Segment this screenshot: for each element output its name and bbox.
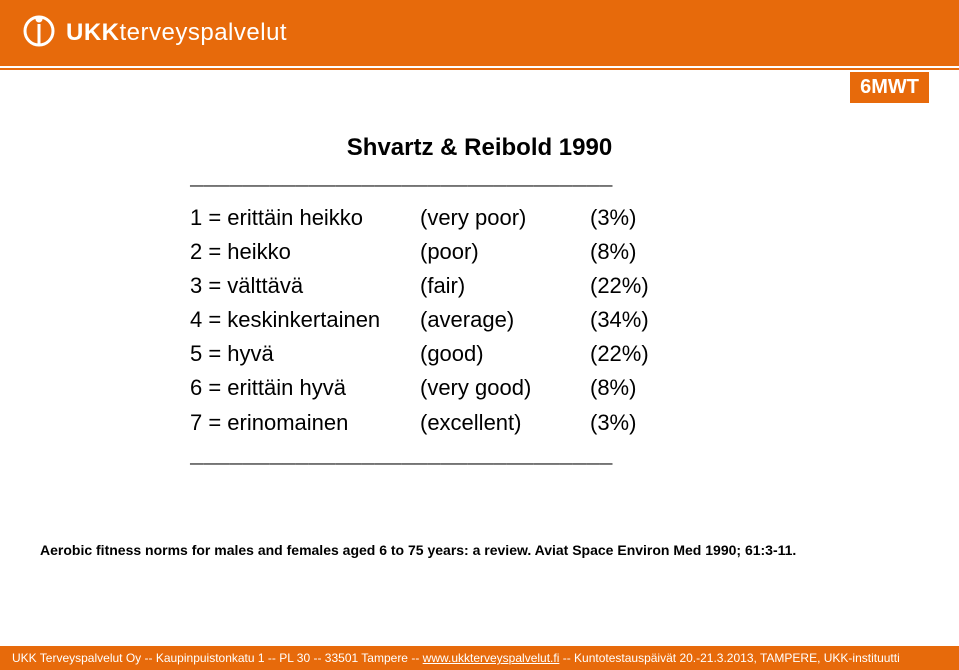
cell-label: 4 = keskinkertainen — [190, 303, 420, 337]
footer-bar: UKK Terveyspalvelut Oy -- Kaupinpuistonk… — [0, 646, 959, 670]
separator-top: ________________________________ — [190, 166, 959, 191]
cell-percent: (3%) — [590, 406, 690, 440]
citation-text: Aerobic fitness norms for males and fema… — [40, 542, 919, 558]
cell-english: (very poor) — [420, 201, 590, 235]
cell-label: 2 = heikko — [190, 235, 420, 269]
cell-percent: (3%) — [590, 201, 690, 235]
rating-table: 1 = erittäin heikko (very poor) (3%) 2 =… — [190, 201, 959, 440]
footer-text-2: -- Kuntotestauspäivät 20.-21.3.2013, TAM… — [559, 651, 899, 665]
table-row: 3 = välttävä (fair) (22%) — [190, 269, 959, 303]
table-row: 4 = keskinkertainen (average) (34%) — [190, 303, 959, 337]
cell-english: (poor) — [420, 235, 590, 269]
table-row: 7 = erinomainen (excellent) (3%) — [190, 406, 959, 440]
cell-percent: (22%) — [590, 269, 690, 303]
cell-percent: (8%) — [590, 371, 690, 405]
footer-text-1: UKK Terveyspalvelut Oy -- Kaupinpuistonk… — [12, 651, 423, 665]
cell-english: (good) — [420, 337, 590, 371]
brand-logo: UKKterveyspalvelut — [22, 14, 287, 53]
slide-title: Shvartz & Reibold 1990 — [0, 134, 959, 162]
cell-english: (fair) — [420, 269, 590, 303]
cell-percent: (22%) — [590, 337, 690, 371]
brand-bold: UKK — [66, 19, 120, 46]
table-row: 1 = erittäin heikko (very poor) (3%) — [190, 201, 959, 235]
cell-label: 5 = hyvä — [190, 337, 420, 371]
separator-bottom: ________________________________ — [190, 444, 959, 469]
table-row: 6 = erittäin hyvä (very good) (8%) — [190, 371, 959, 405]
brand-text: UKKterveyspalvelut — [66, 19, 287, 47]
cell-label: 6 = erittäin hyvä — [190, 371, 420, 405]
cell-percent: (8%) — [590, 235, 690, 269]
header-bar: UKKterveyspalvelut — [0, 0, 959, 66]
logo-icon — [22, 14, 56, 53]
cell-label: 1 = erittäin heikko — [190, 201, 420, 235]
footer-link[interactable]: www.ukkterveyspalvelut.fi — [423, 651, 560, 665]
cell-label: 3 = välttävä — [190, 269, 420, 303]
cell-percent: (34%) — [590, 303, 690, 337]
slide-badge: 6MWT — [850, 72, 929, 103]
table-row: 5 = hyvä (good) (22%) — [190, 337, 959, 371]
cell-english: (excellent) — [420, 406, 590, 440]
cell-label: 7 = erinomainen — [190, 406, 420, 440]
brand-rest: terveyspalvelut — [120, 19, 288, 46]
cell-english: (average) — [420, 303, 590, 337]
table-row: 2 = heikko (poor) (8%) — [190, 235, 959, 269]
slide-content: 6MWT Shvartz & Reibold 1990 ____________… — [0, 66, 959, 620]
cell-english: (very good) — [420, 371, 590, 405]
